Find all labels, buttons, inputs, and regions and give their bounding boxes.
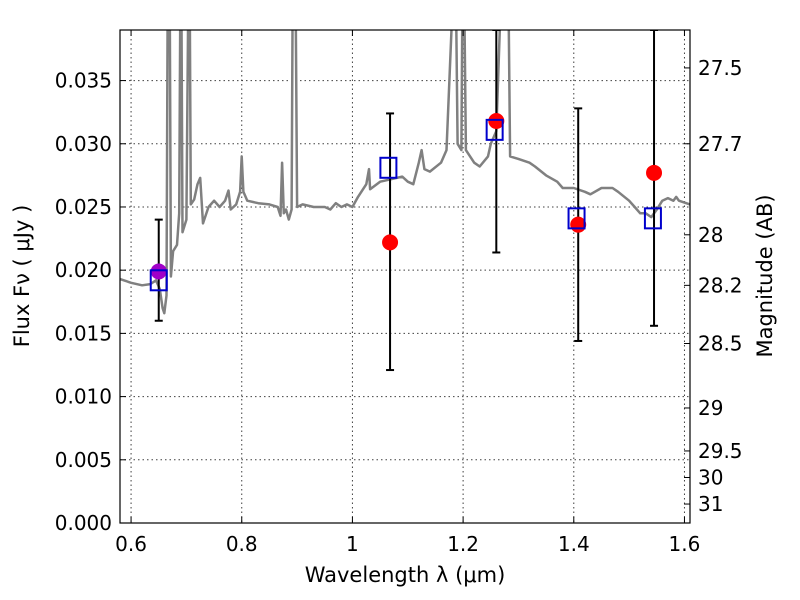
plot-background [120,30,690,523]
x-tick-label: 1.6 [669,532,701,556]
x-tick-label: 1.2 [447,532,479,556]
y-tick-label: 0.025 [55,195,112,219]
plot-frame [119,29,691,524]
y2-tick-label: 31 [698,492,723,516]
model-square [379,156,398,179]
y-tick-label: 0.005 [55,448,112,472]
spectrum-line [120,30,690,315]
model-square [643,207,662,230]
y-tick-label: 0.020 [55,258,112,282]
photometry-point [570,216,587,233]
y-tick-label: 0.035 [55,69,112,93]
y2-axis-title: Magnitude (AB) [753,194,777,357]
y-tick-label: 0.000 [55,511,112,535]
x-tick-label: 1.4 [558,532,590,556]
y2-tick-label: 29.5 [698,439,743,463]
y-tick-label: 0.015 [55,321,112,345]
photometry-point [488,113,505,130]
y2-tick-label: 27.5 [698,56,743,80]
photometry-point [646,164,663,181]
y-tick-label: 0.030 [55,132,112,156]
photometry-point [382,234,399,251]
x-tick-label: 0.6 [115,532,147,556]
y2-tick-label: 27.7 [698,132,743,156]
model-square [485,118,504,141]
y2-tick-label: 28.2 [698,273,743,297]
y2-tick-label: 28.5 [698,331,743,355]
axes: 0.6 0.8 1 1.2 1.4 1.6 0.000 0.005 0.010 0.015 0.02… [55,30,743,556]
y2-tick-label: 29 [698,396,723,420]
x-axis-title: Wavelength λ (μm) [305,563,506,587]
model-square [567,207,586,230]
y2-tick-label: 30 [698,465,723,489]
data-layer [120,30,690,372]
model-square [149,269,168,292]
y2-tick-label: 28 [698,223,723,247]
x-tick-label: 0.8 [226,532,258,556]
y-tick-label: 0.010 [55,385,112,409]
photometry-point [150,263,167,280]
x-tick-label: 1 [346,532,359,556]
y-axis-title: Flux Fν ( μJy ) [10,205,34,348]
